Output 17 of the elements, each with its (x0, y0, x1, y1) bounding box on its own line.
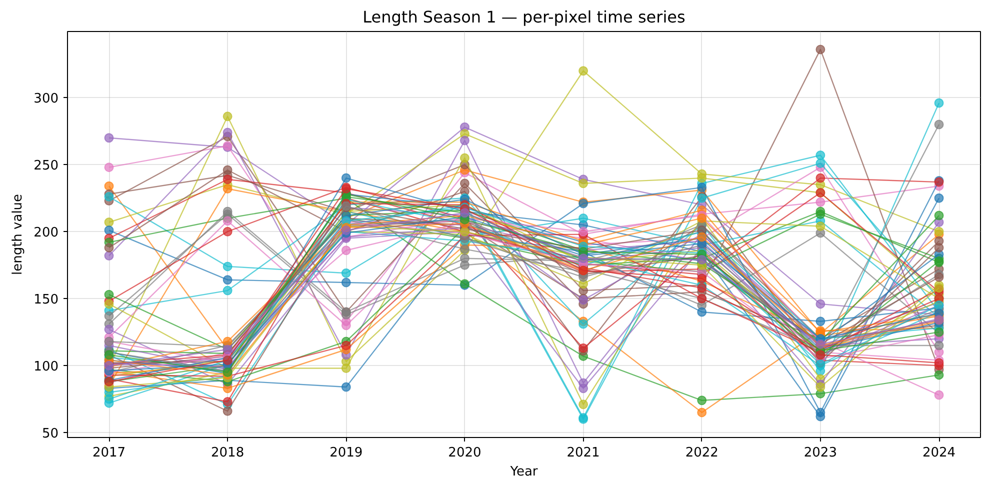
y-tick-label: 150 (34, 292, 59, 308)
x-tick-label: 2019 (330, 446, 363, 460)
y-tick-label: 100 (34, 360, 59, 375)
x-axis-title: Year (509, 464, 538, 480)
x-tick-label: 2018 (211, 446, 244, 460)
x-tick-label: 2017 (92, 446, 126, 460)
chart-title: Length Season 1 — per-pixel time series (362, 8, 686, 26)
x-tick-label: 2023 (804, 446, 837, 460)
y-axis-title: length value (10, 194, 26, 276)
x-tick-label: 2022 (685, 446, 718, 460)
x-tick-label: 2020 (448, 446, 482, 460)
y-tick-label: 50 (42, 426, 59, 442)
x-tick-label: 2024 (922, 446, 956, 460)
y-tick-label: 250 (34, 158, 59, 174)
y-tick-label: 300 (34, 92, 59, 107)
y-tick-label: 200 (34, 226, 59, 241)
x-tick-label: 2021 (566, 446, 600, 460)
